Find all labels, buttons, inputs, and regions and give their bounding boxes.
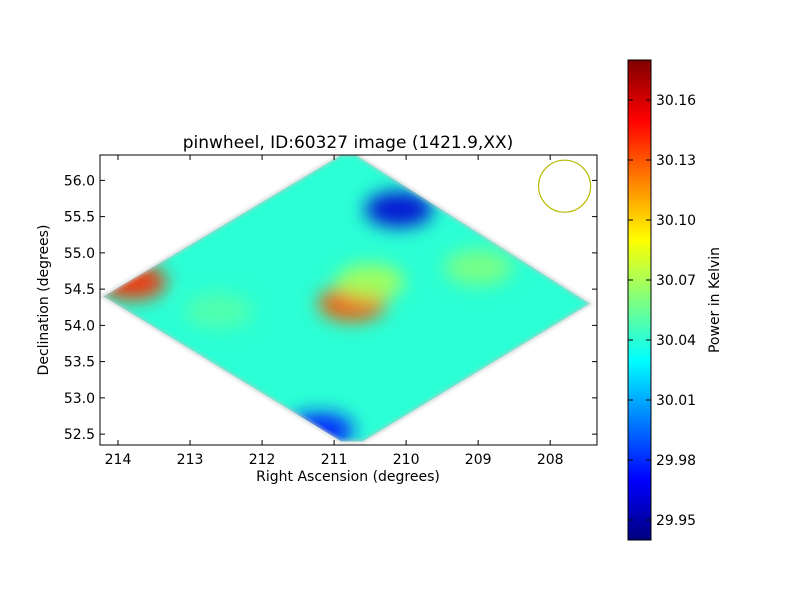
survey-footprint-edge	[100, 155, 594, 444]
colorbar-tick-label: 30.04	[656, 333, 696, 349]
heatmap-feature	[336, 263, 405, 300]
colorbar-tick-label: 30.13	[656, 153, 696, 169]
x-tick-label: 214	[105, 452, 132, 468]
heatmap-features	[103, 191, 513, 442]
heatmap-feature	[364, 191, 433, 228]
colorbar-label: Power in Kelvin	[707, 247, 723, 353]
colorbar-ticks: 29.95 29.98 30.01 30.04 30.07 30.10 30.13 30.16	[628, 93, 696, 529]
heatmap-feature	[184, 292, 253, 329]
y-axis-label: Declination (degrees)	[36, 225, 52, 376]
chart-title: pinwheel, ID:60327 image (1421.9,XX)	[183, 133, 514, 153]
x-axis-ticks: 214 213 212 211 210 209 208	[105, 155, 564, 468]
y-tick-label: 55.5	[64, 210, 95, 226]
plot-area	[100, 155, 594, 444]
y-tick-label: 53.5	[64, 355, 95, 371]
heatmap-field	[103, 155, 590, 442]
x-tick-label: 208	[537, 452, 564, 468]
x-tick-label: 211	[321, 452, 348, 468]
x-tick-label: 210	[393, 452, 420, 468]
y-tick-label: 56.0	[64, 173, 95, 189]
y-tick-label: 55.0	[64, 246, 95, 262]
y-tick-label: 54.5	[64, 282, 95, 298]
x-axis-label: Right Ascension (degrees)	[256, 469, 440, 485]
colorbar-tick-label: 29.95	[656, 513, 696, 529]
colorbar	[627, 59, 652, 541]
y-axis-ticks: 52.5 53.0 53.5 54.0 54.5 55.0 55.5 56.0	[64, 173, 597, 443]
plot-frame	[99, 154, 598, 446]
x-tick-label: 212	[249, 452, 276, 468]
y-tick-label: 54.0	[64, 318, 95, 334]
y-tick-label: 52.5	[64, 427, 95, 443]
heatmap-feature	[444, 249, 513, 286]
x-tick-label: 213	[177, 452, 204, 468]
x-tick-label: 209	[465, 452, 492, 468]
colorbar-tick-label: 29.98	[656, 453, 696, 469]
colorbar-tick-label: 30.10	[656, 213, 696, 229]
beam-marker	[537, 159, 592, 213]
colorbar-tick-label: 30.01	[656, 393, 696, 409]
colorbar-tick-label: 30.07	[656, 273, 696, 289]
colorbar-tick-label: 30.16	[656, 93, 696, 109]
y-tick-label: 53.0	[64, 391, 95, 407]
